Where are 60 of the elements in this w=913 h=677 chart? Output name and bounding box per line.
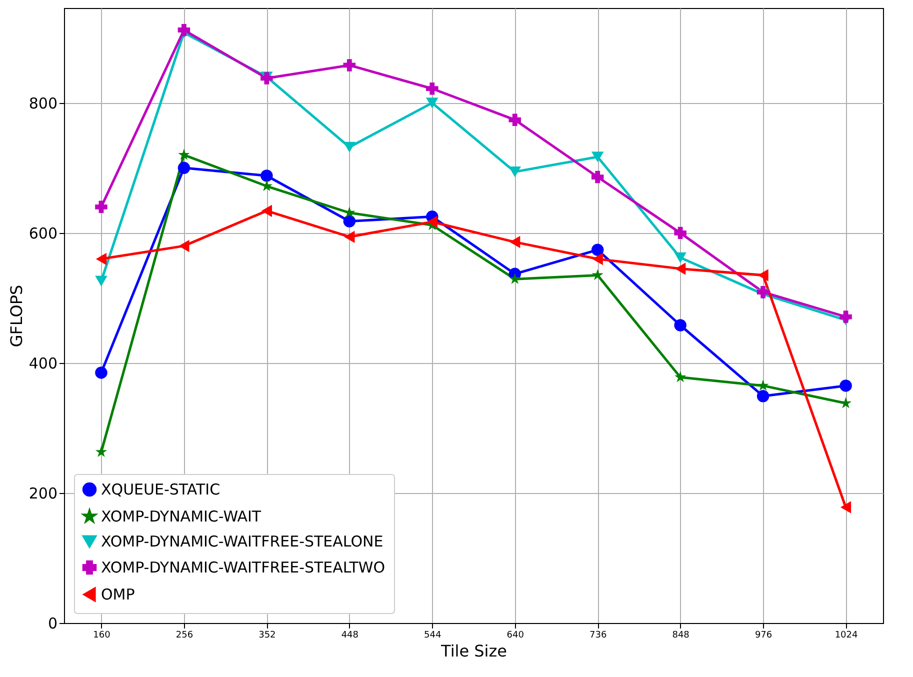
- y-tick-label: 600: [28, 224, 58, 242]
- point: [509, 272, 521, 284]
- point: [178, 24, 190, 36]
- point: [592, 269, 604, 280]
- y-tick-label: 400: [28, 354, 58, 372]
- point: [508, 114, 521, 126]
- point: [95, 276, 108, 286]
- point: [840, 380, 852, 392]
- point: [510, 236, 520, 248]
- legend-label: XOMP-DYNAMIC-WAITFREE-STEALONE: [101, 532, 384, 550]
- point: [426, 82, 438, 95]
- x-tick-label: 1024: [834, 630, 858, 640]
- point: [343, 59, 356, 72]
- point: [178, 240, 190, 252]
- point: [95, 366, 108, 379]
- legend-label: OMP: [101, 586, 135, 604]
- point: [674, 252, 686, 263]
- x-tick-label: 352: [258, 630, 276, 640]
- point: [260, 170, 273, 182]
- x-tick-label: 640: [506, 630, 524, 640]
- legend-label: XOMP-DYNAMIC-WAIT: [101, 508, 262, 526]
- point: [95, 200, 108, 214]
- point: [591, 244, 604, 256]
- point: [343, 215, 356, 228]
- x-tick-label: 848: [672, 630, 690, 640]
- legend-label: XQUEUE-STATIC: [101, 480, 220, 498]
- point: [95, 446, 108, 457]
- y-axis-title: GFLOPS: [6, 284, 26, 348]
- point: [261, 204, 272, 217]
- point: [344, 230, 355, 243]
- point: [96, 252, 107, 266]
- x-tick-label: 256: [176, 630, 194, 640]
- point: [178, 162, 190, 174]
- point: [591, 152, 604, 162]
- x-tick-label: 976: [754, 630, 772, 640]
- point: [758, 269, 768, 282]
- point: [178, 148, 190, 160]
- point: [675, 262, 686, 275]
- point: [674, 319, 686, 332]
- x-axis-title: Tile Size: [440, 642, 507, 660]
- point: [756, 286, 770, 298]
- point: [426, 216, 438, 228]
- point: [592, 252, 603, 266]
- x-tick-label: 736: [589, 630, 607, 640]
- x-tick-label: 448: [341, 630, 359, 640]
- y-tick-label: 0: [48, 614, 58, 632]
- point: [674, 371, 686, 382]
- point: [757, 380, 769, 391]
- point: [756, 390, 770, 402]
- point: [591, 170, 604, 184]
- x-tick-label: 544: [424, 630, 442, 640]
- point: [343, 142, 356, 152]
- point: [674, 226, 686, 240]
- point: [840, 501, 852, 514]
- y-tick-label: 800: [28, 94, 58, 112]
- point: [426, 98, 438, 108]
- y-tick-label: 200: [28, 484, 58, 502]
- point: [840, 310, 852, 323]
- x-tick-label: 160: [93, 630, 111, 640]
- legend-label: XOMP-DYNAMIC-WAITFREE-STEALTWO: [101, 558, 386, 576]
